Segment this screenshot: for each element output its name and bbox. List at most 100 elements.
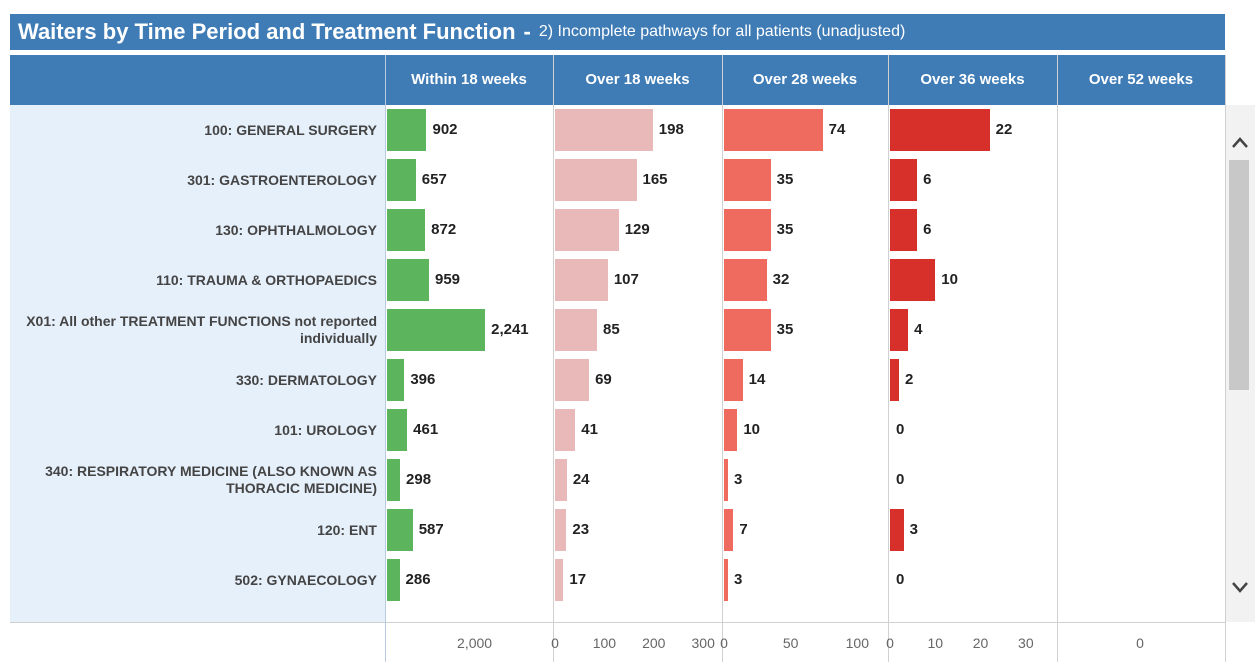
x-tick-label: 100	[592, 635, 617, 651]
chart-subtitle: 2) Incomplete pathways for all patients …	[538, 23, 906, 40]
bar	[387, 159, 416, 201]
category-label: 130: OPHTHALMOLOGY	[215, 221, 377, 238]
value-label: 0	[896, 421, 905, 438]
bar	[387, 359, 405, 401]
category-label: 101: UROLOGY	[274, 421, 377, 438]
column-divider	[1057, 55, 1058, 662]
value-label: 17	[569, 571, 587, 588]
bar	[890, 159, 918, 201]
bar	[890, 209, 918, 251]
bar	[555, 509, 567, 551]
value-label: 107	[613, 271, 639, 288]
bar	[890, 359, 900, 401]
column-divider	[1225, 55, 1226, 662]
value-label: 69	[595, 371, 612, 388]
chart-title: Waiters by Time Period and Treatment Fun…	[18, 19, 516, 44]
x-tick-label: 0	[1136, 635, 1144, 651]
x-tick-label: 50	[782, 635, 799, 651]
bar	[724, 459, 728, 501]
value-label: 461	[413, 421, 439, 438]
category-label: X01: All other TREATMENT FUNCTIONS not r…	[26, 313, 377, 346]
value-label: 0	[896, 571, 905, 588]
column-divider	[385, 55, 386, 662]
value-label: 129	[624, 221, 650, 238]
value-label: 872	[431, 221, 457, 238]
column-header: Over 28 weeks	[752, 71, 858, 88]
bar	[555, 409, 576, 451]
title-bar: Waiters by Time Period and Treatment Fun…	[10, 14, 1225, 50]
scrollbar[interactable]	[1225, 105, 1255, 622]
value-label: 4	[914, 321, 923, 338]
category-label: 502: GYNAECOLOGY	[234, 571, 377, 588]
bar	[724, 559, 728, 601]
bar	[724, 109, 823, 151]
value-label: 286	[405, 571, 431, 588]
bar	[387, 509, 413, 551]
header-row	[10, 55, 1225, 105]
bar	[724, 509, 734, 551]
value-label: 35	[776, 321, 794, 338]
value-label: 6	[923, 221, 932, 238]
x-tick-label: 100	[845, 635, 870, 651]
column-divider	[722, 55, 723, 662]
bar	[555, 109, 653, 151]
bar	[555, 209, 619, 251]
value-label: 35	[776, 221, 794, 238]
value-label: 10	[941, 271, 958, 288]
bar	[724, 159, 771, 201]
category-label: 100: GENERAL SURGERY	[204, 121, 377, 138]
value-label: 2	[905, 371, 914, 388]
title-separator: -	[523, 19, 531, 44]
value-label: 3	[734, 571, 743, 588]
label-column	[10, 105, 385, 622]
scroll-up[interactable]	[1232, 137, 1248, 148]
value-label: 14	[748, 371, 766, 388]
value-label: 298	[406, 471, 432, 488]
bar	[387, 259, 429, 301]
value-label: 23	[572, 521, 590, 538]
category-label: 340: RESPIRATORY MEDICINE (ALSO KNOWN AS…	[45, 463, 377, 496]
value-label: 2,241	[491, 321, 529, 338]
value-label: 6	[923, 171, 932, 188]
value-label: 3	[734, 471, 743, 488]
bar	[555, 159, 637, 201]
bar	[890, 109, 990, 151]
column-header: Over 52 weeks	[1088, 71, 1194, 88]
bar	[724, 309, 771, 351]
category-label: 330: DERMATOLOGY	[235, 371, 377, 388]
value-label: 74	[828, 121, 846, 138]
bar	[724, 259, 767, 301]
x-tick-label: 0	[720, 635, 728, 651]
column-header: Over 36 weeks	[920, 71, 1025, 88]
scroll-down[interactable]	[1232, 582, 1248, 593]
value-label: 165	[642, 171, 668, 188]
value-label: 959	[434, 271, 461, 288]
x-tick-label: 2,000	[457, 635, 493, 651]
bar	[387, 559, 400, 601]
category-label: 110: TRAUMA & ORTHOPAEDICS	[156, 271, 377, 288]
value-label: 22	[995, 121, 1013, 138]
bar	[890, 309, 909, 351]
bar	[387, 109, 427, 151]
bar	[890, 259, 936, 301]
category-label: 301: GASTROENTEROLOGY	[187, 171, 377, 188]
bar	[555, 359, 590, 401]
bar	[555, 309, 597, 351]
value-label: 902	[432, 121, 458, 138]
x-tick-label: 0	[886, 635, 894, 651]
column-divider	[553, 55, 554, 662]
bar	[387, 209, 426, 251]
value-label: 10	[743, 421, 761, 438]
x-tick-label: 10	[927, 635, 944, 651]
category-label: 120: ENT	[317, 521, 377, 538]
value-label: 3	[909, 521, 918, 538]
value-label: 41	[581, 421, 598, 438]
x-tick-label: 30	[1018, 635, 1034, 651]
x-tick-label: 20	[972, 635, 989, 651]
value-label: 0	[896, 471, 905, 488]
bar	[387, 459, 401, 501]
bar	[724, 209, 771, 251]
scroll-thumb[interactable]	[1229, 160, 1249, 390]
x-tick-label: 300	[691, 635, 715, 651]
value-label: 396	[410, 371, 436, 388]
